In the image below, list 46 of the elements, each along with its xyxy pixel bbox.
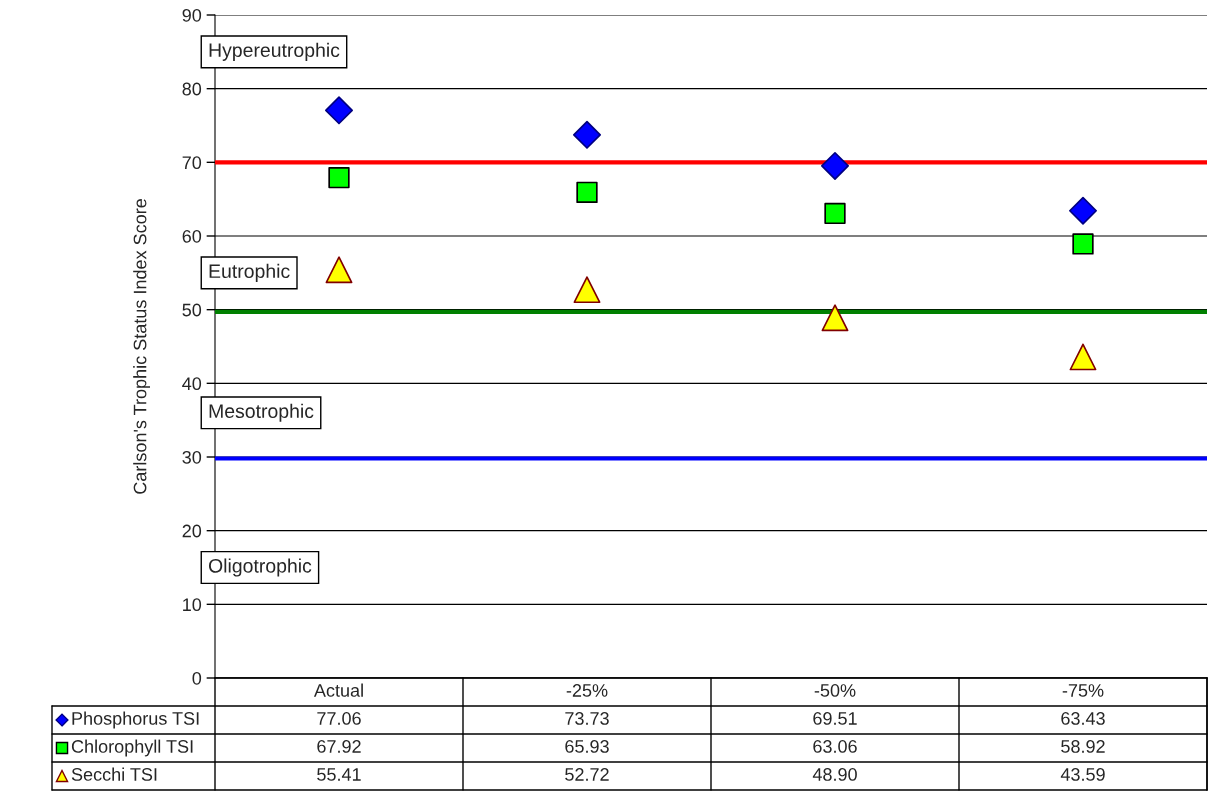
legend-label: Phosphorus TSI [72,711,199,729]
data-label: 63.06 [813,740,857,753]
data-label: 65.93 [565,740,609,753]
y-tick-label: 50 [182,303,202,317]
y-tick-label: 60 [182,229,202,243]
data-label: 77.06 [317,712,361,725]
y-tick-label: 20 [182,524,202,538]
point [573,276,601,304]
y-tick-label: 70 [182,156,202,170]
annotation: Eutrophic [209,263,290,282]
annotation: Hypereutrophic [209,42,340,61]
annotation: Oligotrophic [208,558,312,577]
point [325,256,353,284]
point [1072,233,1094,255]
point [328,166,350,189]
x-tick-label: Actual [313,683,363,697]
y-tick-label: 30 [182,450,202,464]
data-label: 58.92 [1061,740,1105,753]
data-label: 73.73 [565,712,609,725]
x-tick-label: -50% [814,684,856,697]
y-tick-label: 80 [182,82,202,96]
y-axis-title: Carlson's Trophic Status Index Score [133,199,150,494]
point [1068,196,1098,225]
data-label: 48.90 [812,768,857,781]
legend-label: Secchi TSI [71,767,157,781]
x-tick-label: -75% [1062,684,1104,697]
point [572,120,602,149]
point [821,304,849,332]
point [576,181,598,203]
data-label: 69.51 [813,712,857,725]
point [820,151,850,180]
y-tick-label: 0 [192,671,202,685]
y-tick-label: 40 [182,377,202,391]
data-label: 52.72 [565,768,609,781]
data-label: 43.59 [1060,768,1105,781]
point [1069,343,1097,371]
point [324,96,354,125]
x-tick-label: -25% [566,684,608,697]
data-label: 67.92 [317,740,361,753]
y-tick-label: 90 [182,8,202,22]
annotation: Mesotrophic [209,403,314,422]
point [824,202,846,225]
y-tick-label: 10 [183,598,202,612]
data-label: 55.41 [317,768,361,781]
legend-label: Chlorophyll TSI [71,739,193,757]
data-label: 63.43 [1061,712,1105,725]
